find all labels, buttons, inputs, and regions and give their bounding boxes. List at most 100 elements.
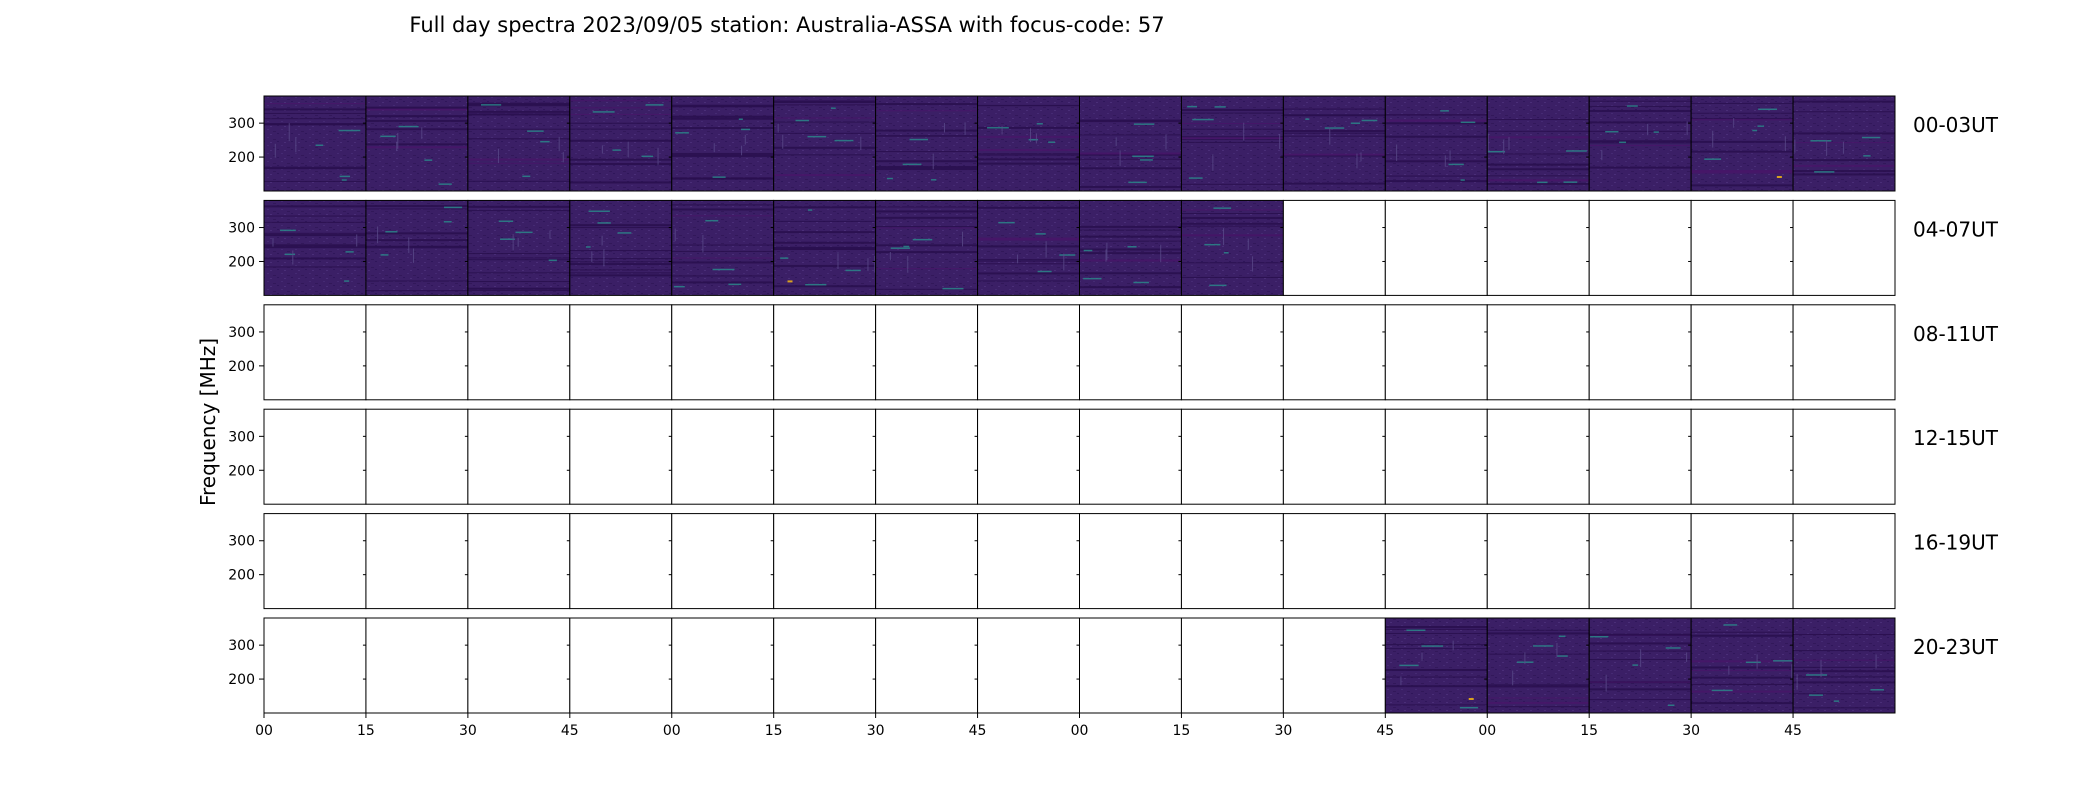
spectrum-streak bbox=[548, 259, 557, 262]
spectrum-streak bbox=[1440, 110, 1449, 112]
empty-panel-bg bbox=[1079, 304, 1182, 400]
spectrum-streak bbox=[1048, 141, 1055, 143]
spectrum-band bbox=[1691, 634, 1794, 637]
spectrum-streak bbox=[712, 268, 735, 271]
spectrum-band bbox=[1793, 693, 1895, 695]
spectrum-panel-empty bbox=[1280, 199, 1386, 296]
empty-panel-bg bbox=[773, 304, 876, 400]
spectrum-band bbox=[1385, 669, 1488, 672]
spectrum-spike bbox=[741, 145, 743, 156]
spectrum-band bbox=[1793, 164, 1895, 167]
spectrum-band bbox=[977, 260, 1080, 262]
spectrum-panel-filled bbox=[566, 95, 673, 192]
spectrum-spike bbox=[1512, 670, 1514, 686]
empty-panel-bg bbox=[1181, 618, 1284, 713]
spectrum-panel-filled bbox=[1178, 95, 1284, 192]
spectrum-band bbox=[1079, 272, 1182, 275]
spectrum-spike bbox=[288, 123, 290, 142]
spectrum-streak bbox=[1808, 694, 1823, 696]
spectrum-band bbox=[977, 135, 1080, 138]
spectrum-band bbox=[1691, 118, 1794, 121]
spectrum-band bbox=[467, 272, 570, 274]
spectrum-panel-empty bbox=[1688, 513, 1794, 610]
empty-panel-bg bbox=[773, 409, 876, 505]
spectrum-spike bbox=[1875, 654, 1877, 669]
x-tick-label: 00 bbox=[1478, 723, 1496, 739]
spectrum-hotspot bbox=[1776, 176, 1782, 178]
spectrum-panel-empty bbox=[1484, 408, 1590, 505]
spectrum-band bbox=[1181, 216, 1284, 219]
spectrum-band bbox=[1079, 121, 1182, 123]
spectrum-streak bbox=[1204, 243, 1221, 246]
spectrum-spike bbox=[627, 141, 629, 158]
spectrum-spike bbox=[1503, 139, 1505, 155]
spectrum-streak bbox=[1037, 270, 1052, 273]
spectra-row: 300 200 20-23UT bbox=[228, 617, 1999, 714]
spectrum-streak bbox=[909, 138, 928, 141]
panel-frame bbox=[1792, 408, 1896, 505]
spectrum-band bbox=[773, 264, 876, 267]
spectrum-band bbox=[875, 288, 978, 290]
spectrum-band bbox=[1589, 100, 1692, 102]
spectrum-band bbox=[875, 166, 978, 169]
spectrum-panel-filled bbox=[1790, 95, 1896, 192]
spectrum-band bbox=[1589, 121, 1692, 124]
spectrum-band bbox=[1181, 209, 1284, 211]
spectrum-panel-empty bbox=[1178, 408, 1284, 505]
spectrum-streak bbox=[1192, 118, 1214, 121]
spectrum-band bbox=[467, 110, 570, 113]
spectrum-band bbox=[569, 224, 672, 227]
spectrum-band bbox=[1385, 135, 1488, 138]
spectrum-band bbox=[1385, 685, 1488, 688]
spectrum-panel-empty bbox=[1790, 199, 1896, 296]
spectrum-panel-filled bbox=[1178, 199, 1284, 296]
empty-panel-bg bbox=[569, 304, 672, 400]
empty-panel-bg bbox=[1181, 513, 1284, 609]
spectrum-spike bbox=[1243, 122, 1245, 141]
spectrum-panel-filled bbox=[1484, 617, 1590, 714]
spectrum-streak bbox=[1532, 645, 1554, 647]
spectrum-band bbox=[1079, 185, 1182, 188]
spectrum-band bbox=[1487, 163, 1590, 166]
spectrum-spike bbox=[1756, 654, 1758, 669]
spectrum-band bbox=[1793, 681, 1895, 684]
y-tick-label: 300 bbox=[228, 429, 255, 445]
spectrum-spike bbox=[1045, 241, 1047, 258]
spectrum-spike bbox=[421, 127, 423, 139]
y-tick-label: 200 bbox=[228, 254, 255, 270]
spectrum-band bbox=[773, 246, 876, 249]
empty-panel-bg bbox=[1385, 200, 1488, 296]
y-tick-label: 300 bbox=[228, 221, 255, 237]
spectrum-band bbox=[1079, 158, 1182, 160]
spectrum-heatmap bbox=[1691, 96, 1794, 191]
empty-panel-bg bbox=[671, 304, 774, 400]
spectrum-panel-filled bbox=[668, 95, 775, 192]
spectrum-streak bbox=[315, 144, 324, 147]
spectrum-band bbox=[1487, 686, 1590, 688]
spectrum-spike bbox=[889, 252, 891, 261]
spectrum-panel-filled bbox=[974, 95, 1080, 192]
spectrum-streak bbox=[1188, 177, 1203, 179]
spectrum-band bbox=[1487, 179, 1590, 182]
spectrum-band bbox=[1181, 222, 1284, 225]
spectrum-panel-empty bbox=[1484, 304, 1590, 401]
spectrum-panel-filled bbox=[770, 95, 877, 192]
spectrum-panel-empty bbox=[1076, 513, 1182, 610]
spectrum-panel-empty bbox=[362, 408, 469, 505]
spectrum-panel-filled bbox=[263, 95, 367, 192]
spectrum-band bbox=[671, 127, 774, 130]
spectrum-band bbox=[569, 274, 672, 277]
empty-panel-bg bbox=[875, 618, 978, 713]
spectrum-streak bbox=[705, 219, 719, 222]
spectrum-band bbox=[1385, 154, 1488, 156]
spectrum-band bbox=[875, 244, 978, 247]
spectrum-spike bbox=[396, 141, 398, 152]
spectrum-band bbox=[365, 232, 468, 235]
spectrum-band bbox=[875, 135, 978, 137]
spectrum-panel-empty bbox=[1280, 304, 1386, 401]
spectrum-streak bbox=[1861, 136, 1881, 139]
spectrum-band bbox=[1487, 653, 1590, 655]
spectrum-spike bbox=[1106, 242, 1108, 261]
spectrum-band bbox=[1181, 136, 1284, 138]
spectrum-spike bbox=[1115, 137, 1117, 146]
